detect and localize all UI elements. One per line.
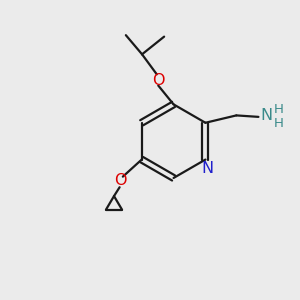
Text: H: H xyxy=(274,117,284,130)
Text: N: N xyxy=(202,161,214,176)
Text: H: H xyxy=(274,103,284,116)
Text: O: O xyxy=(152,73,164,88)
Text: O: O xyxy=(114,173,127,188)
Text: N: N xyxy=(260,108,272,123)
